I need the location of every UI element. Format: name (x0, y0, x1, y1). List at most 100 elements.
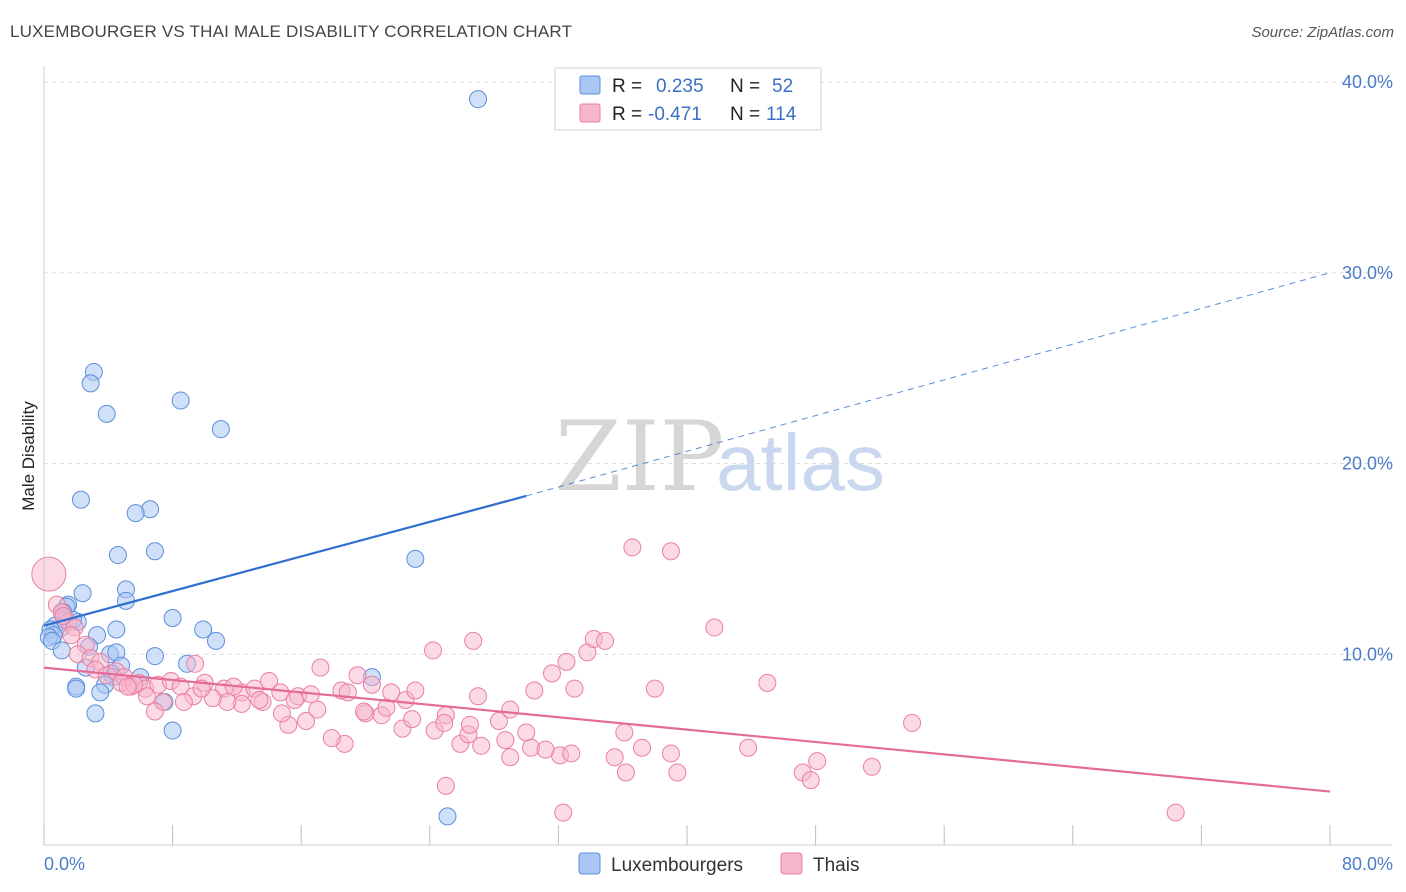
thais-point-78 (145, 702, 164, 721)
thais-point-55 (758, 673, 777, 692)
thais-point-90 (403, 710, 422, 729)
series-thais (31, 538, 1185, 822)
thais-point-103 (808, 752, 827, 771)
thais-point-70 (272, 704, 291, 723)
thais-point-53 (645, 679, 664, 698)
thais-point-42 (501, 700, 520, 719)
thais-point-95 (562, 744, 581, 763)
axes (43, 66, 1392, 846)
thais-point-22 (186, 654, 205, 673)
thais-point-28 (271, 683, 290, 702)
trendlines (43, 272, 1331, 793)
thais-point-54 (705, 618, 724, 637)
thais-point-111 (460, 715, 479, 734)
y-axis-label: Male Disability (19, 401, 38, 511)
thais-point-91 (435, 713, 454, 732)
thais-point-85 (285, 691, 304, 710)
x-tick-labels: 0.0% 80.0% (44, 854, 1393, 874)
legend-r-value-2: -0.471 (648, 104, 702, 125)
luxembourgers-point-47 (91, 683, 110, 702)
legend-n-label-1: N = (730, 76, 760, 97)
gridlines (44, 81, 1392, 655)
series-legend: Luxembourgers Thais (578, 852, 859, 876)
x-tick-label-min: 0.0% (44, 854, 85, 874)
luxembourgers-point-46 (67, 679, 86, 698)
x-tick-label-max: 80.0% (1342, 854, 1393, 874)
luxembourgers-point-49 (86, 704, 105, 723)
y-tick-label-4: 40.0% (1342, 72, 1393, 92)
thais-point-31 (311, 658, 330, 677)
luxembourgers-point-25 (107, 620, 126, 639)
luxembourgers-point-11 (145, 542, 164, 561)
legend-n-value-1: 52 (772, 76, 793, 97)
luxembourgers-point-51 (438, 807, 457, 826)
source-credit: Source: ZipAtlas.com (1251, 24, 1394, 41)
watermark-zip: ZIP (555, 401, 724, 513)
luxembourgers-point-13 (73, 584, 92, 603)
bottom-legend-thais: Thais (813, 855, 859, 876)
thais-point-50 (596, 631, 615, 650)
legend-swatch-thais (579, 103, 601, 123)
luxembourgers-point-6 (211, 420, 230, 439)
luxembourgers-point-3 (81, 374, 100, 393)
legend-r-label-2: R = (612, 104, 642, 125)
thais-point-51 (623, 538, 642, 557)
luxembourgers-point-7 (71, 490, 90, 509)
legend-n-label-2: N = (730, 104, 760, 125)
thais-point-89 (377, 698, 396, 717)
luxembourgers-point-10 (108, 546, 127, 565)
luxembourgers-point-33 (52, 641, 71, 660)
stats-legend: R = 0.235 N = 52 R = -0.471 N = 114 (554, 67, 822, 131)
luxembourgers-point-12 (406, 549, 425, 568)
luxembourgers-point-26 (194, 620, 213, 639)
thais-point-68 (297, 712, 316, 731)
legend-r-label-1: R = (612, 76, 642, 97)
thais-point-107 (668, 763, 687, 782)
thais-point-81 (118, 677, 137, 696)
bottom-legend-swatch-thais (780, 852, 803, 875)
thais-point-1 (31, 556, 67, 592)
thais-trendline (43, 666, 1331, 793)
watermark-atlas: atlas (716, 418, 885, 507)
thais-point-40 (469, 687, 488, 706)
thais-point-97 (615, 723, 634, 742)
thais-point-109 (554, 803, 573, 822)
luxembourgers-point-4 (171, 391, 190, 410)
thais-point-93 (496, 731, 515, 750)
legend-r-value-1: 0.235 (656, 76, 704, 97)
thais-point-46 (557, 652, 576, 671)
y-tick-labels: 10.0% 20.0% 30.0% 40.0% (1342, 72, 1393, 664)
luxembourgers-trendline (43, 494, 527, 627)
thais-point-58 (501, 748, 520, 767)
thais-point-38 (424, 641, 443, 660)
y-tick-label-3: 30.0% (1342, 263, 1393, 283)
thais-point-86 (308, 700, 327, 719)
thais-point-100 (739, 738, 758, 757)
thais-point-67 (322, 729, 341, 748)
thais-point-105 (903, 713, 922, 732)
thais-point-102 (801, 771, 820, 790)
thais-point-108 (436, 776, 455, 795)
thais-point-45 (542, 664, 561, 683)
y-tick-label-1: 10.0% (1342, 644, 1393, 664)
luxembourgers-point-50 (163, 721, 182, 740)
legend-n-value-2: 114 (766, 104, 797, 125)
luxembourgers-point-1 (469, 90, 488, 109)
thais-point-88 (354, 702, 373, 721)
thais-point-104 (862, 757, 881, 776)
thais-point-96 (605, 748, 624, 767)
legend-swatch-luxembourgers (579, 75, 601, 95)
thais-point-76 (174, 692, 193, 711)
thais-point-34 (362, 675, 381, 694)
thais-point-94 (536, 740, 555, 759)
luxembourgers-point-9 (126, 504, 145, 523)
thais-point-84 (250, 691, 269, 710)
luxembourgers-point-27 (207, 631, 226, 650)
thais-point-6 (62, 626, 81, 645)
luxembourgers-point-36 (145, 647, 164, 666)
thais-point-43 (517, 723, 536, 742)
thais-point-106 (616, 763, 635, 782)
y-tick-label-2: 20.0% (1342, 454, 1393, 474)
luxembourgers-trendline-extension (526, 272, 1331, 497)
